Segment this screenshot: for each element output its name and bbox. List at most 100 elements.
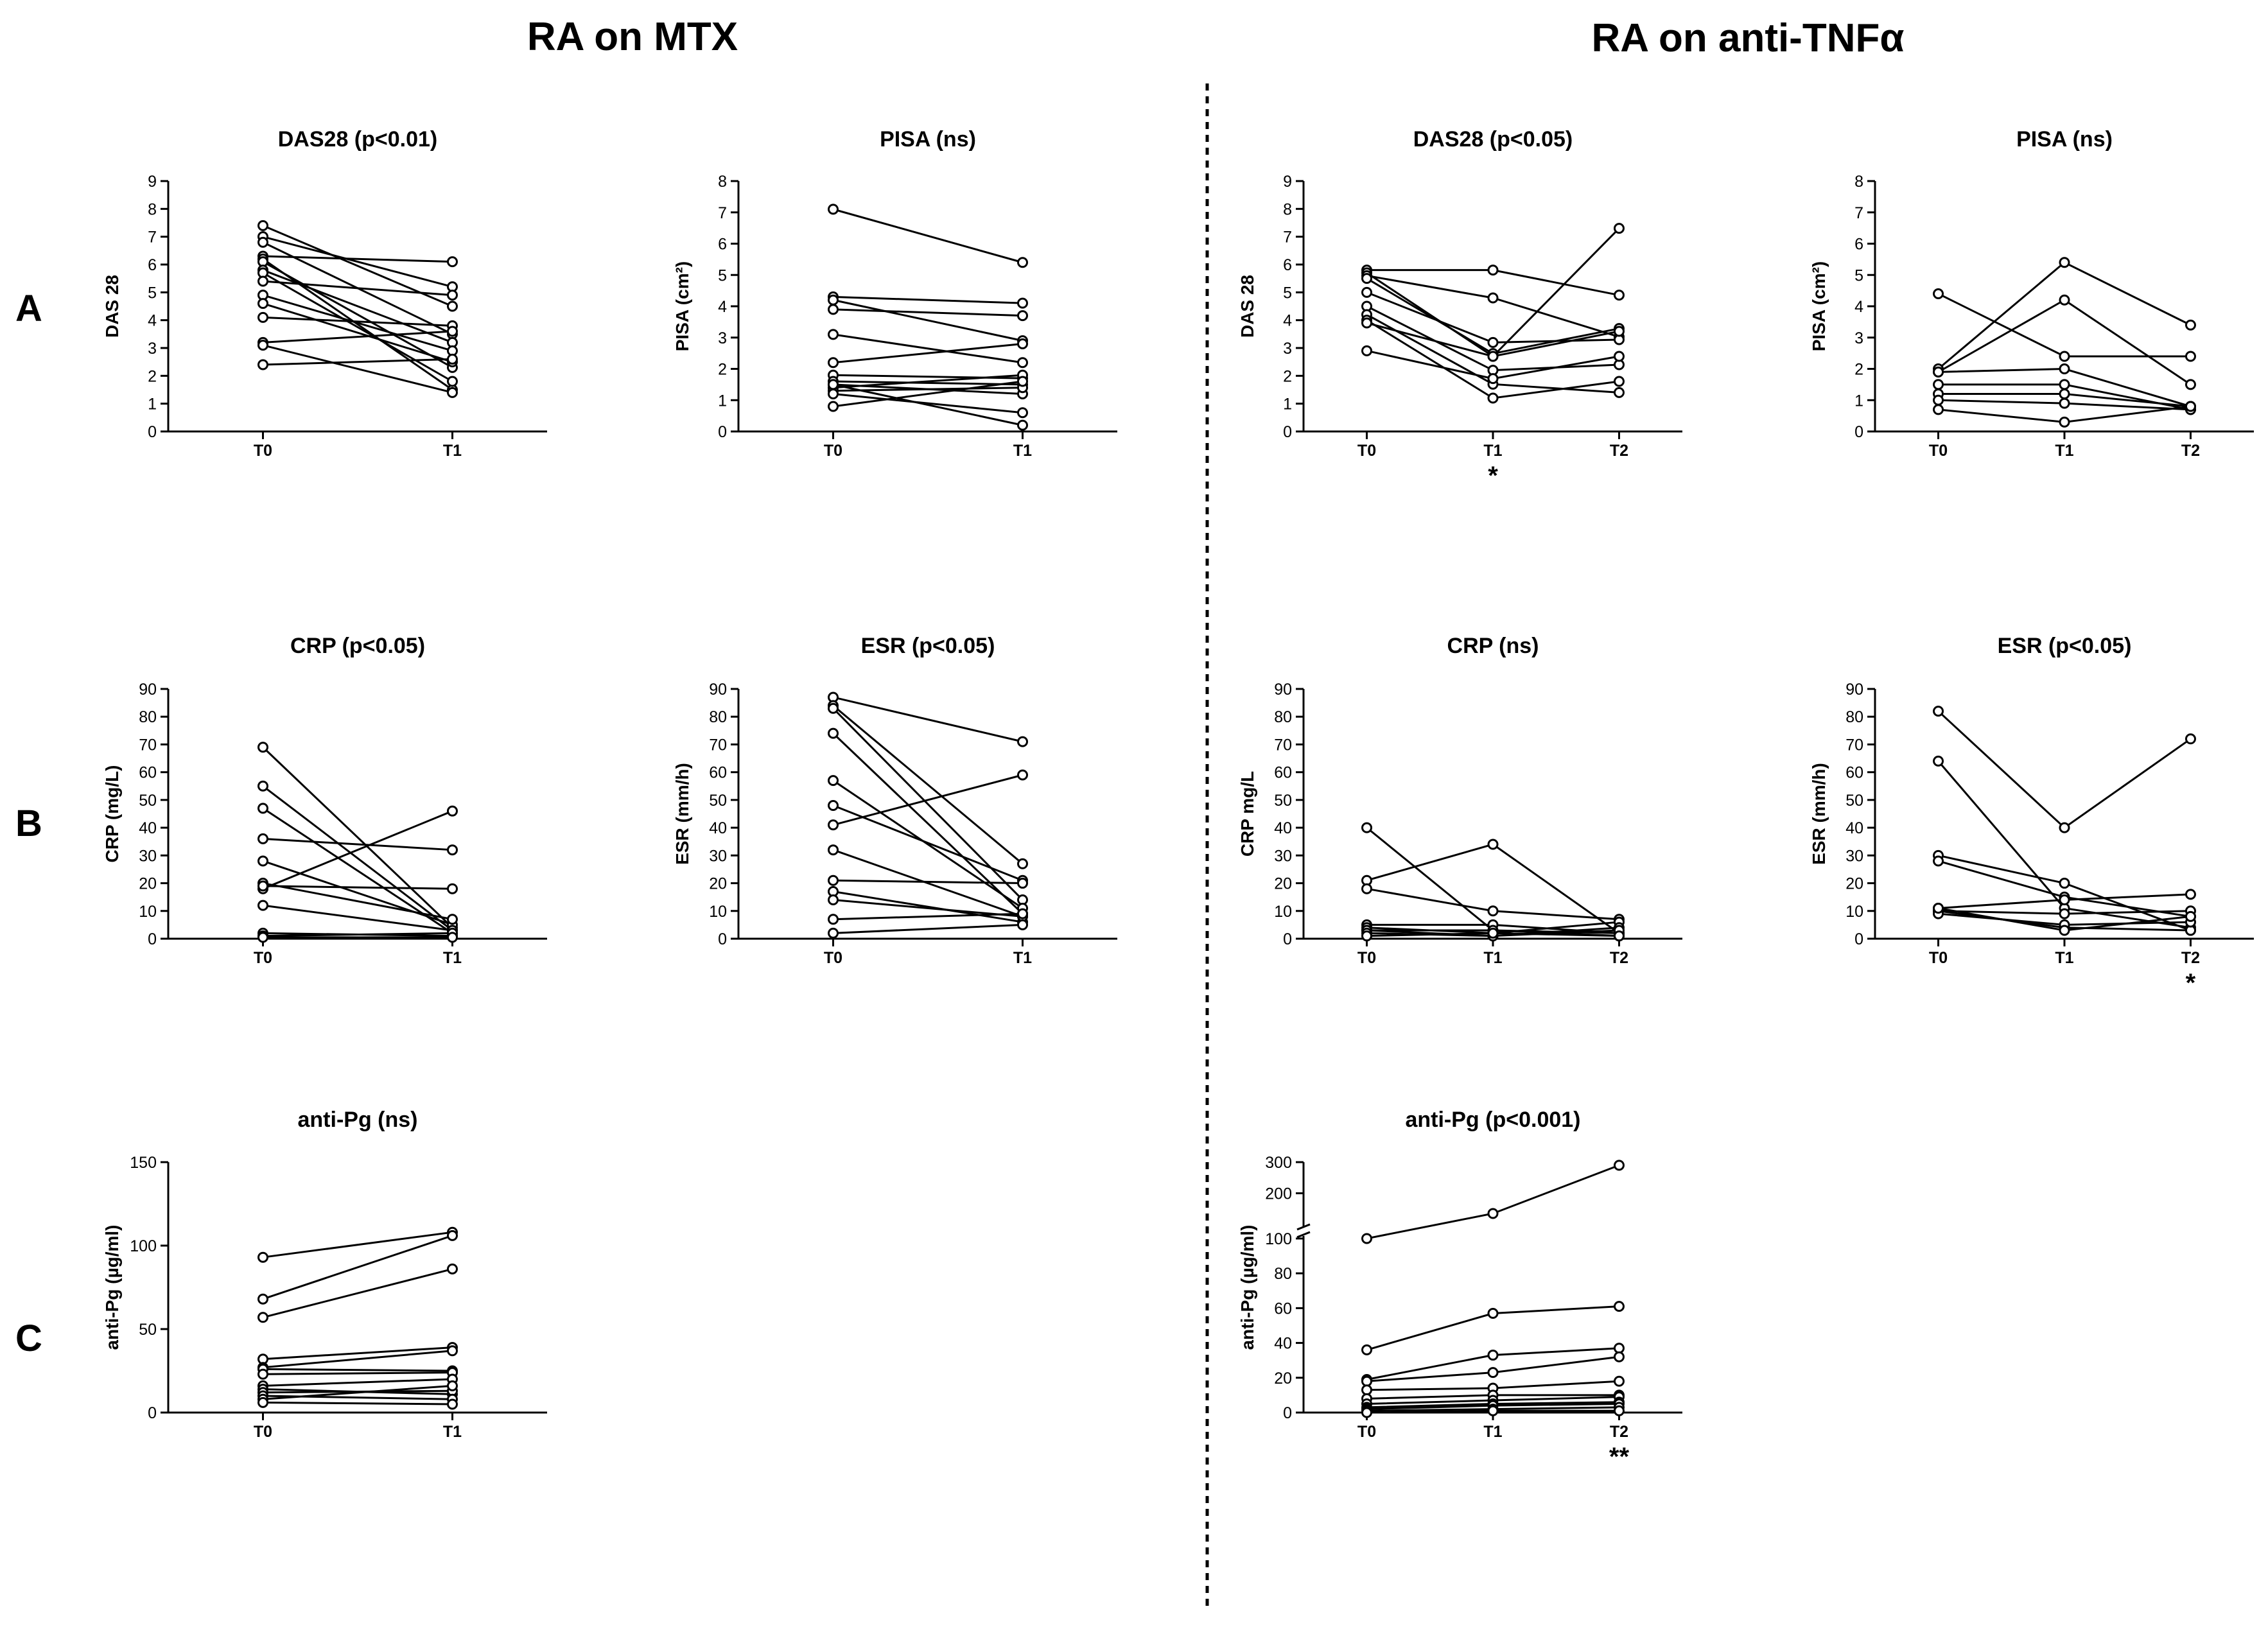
y-tick-label: 50 bbox=[1274, 792, 1292, 810]
data-point bbox=[828, 702, 839, 714]
data-point bbox=[2059, 908, 2070, 919]
y-tick-label: 0 bbox=[718, 423, 727, 441]
y-tick-label: 10 bbox=[709, 903, 727, 921]
y-tick-label: 3 bbox=[148, 340, 157, 358]
data-point bbox=[257, 833, 268, 844]
y-tick-label: 4 bbox=[148, 312, 157, 330]
series-line bbox=[833, 380, 1023, 408]
data-point bbox=[447, 300, 458, 312]
data-point bbox=[1361, 1384, 1373, 1396]
x-tick-label: T1 bbox=[1483, 1423, 1502, 1441]
series-line bbox=[263, 1371, 453, 1375]
y-tick-label: 3 bbox=[1854, 329, 1863, 347]
series-line bbox=[833, 295, 1023, 304]
series-line bbox=[832, 733, 1024, 915]
y-tick-label: 90 bbox=[139, 681, 157, 699]
y-tick-label: 70 bbox=[139, 736, 157, 754]
data-point bbox=[1017, 338, 1028, 349]
data-point bbox=[257, 311, 268, 323]
data-point bbox=[2059, 397, 2070, 409]
data-point bbox=[447, 932, 458, 943]
y-tick-label: 50 bbox=[709, 792, 727, 810]
series-line bbox=[832, 708, 1024, 901]
y-tick-label: 60 bbox=[1274, 764, 1292, 782]
series-line bbox=[263, 1378, 453, 1387]
chart-title: anti-Pg (p<0.001) bbox=[1405, 1108, 1580, 1132]
y-tick-label: 100 bbox=[1265, 1230, 1292, 1248]
data-point bbox=[257, 275, 268, 287]
y-tick-label: 20 bbox=[1274, 875, 1292, 893]
data-point bbox=[828, 844, 839, 856]
y-tick-label: 4 bbox=[1854, 298, 1863, 316]
data-point bbox=[828, 819, 839, 831]
series-line bbox=[833, 299, 1023, 342]
chart-title: anti-Pg (ns) bbox=[298, 1108, 418, 1132]
series-line bbox=[263, 255, 453, 263]
data-point bbox=[257, 855, 268, 867]
data-point bbox=[2059, 379, 2070, 390]
data-point bbox=[257, 900, 268, 911]
data-point bbox=[1361, 822, 1373, 833]
series-line bbox=[833, 393, 1023, 414]
data-point bbox=[1361, 345, 1373, 356]
series-line bbox=[263, 837, 453, 851]
y-tick-label: 0 bbox=[1283, 930, 1292, 948]
series-line bbox=[262, 224, 453, 308]
y-tick-label: 100 bbox=[130, 1237, 157, 1255]
chart-mtx-crp: 0 10 20 30 40 50 60 70 80 90 T0 T1 CRP (p<0.05) CRP (… bbox=[102, 634, 547, 967]
y-tick-label: 30 bbox=[1845, 847, 1863, 865]
y-tick-label: 10 bbox=[1274, 903, 1292, 921]
x-tick-label: T0 bbox=[1929, 949, 1948, 967]
significance-marker: * bbox=[1488, 462, 1498, 490]
chart-tnf-das28: 0 1 2 3 4 5 6 7 8 9 T0 T1 * T2 DAS28 (p<0.05) DAS 28 bbox=[1237, 127, 1682, 490]
data-point bbox=[257, 359, 268, 370]
chart-mtx-esr: 0 10 20 30 40 50 60 70 80 90 T0 T1 ESR (p<0.05) ESR (… bbox=[672, 634, 1117, 967]
y-tick-label: 40 bbox=[139, 819, 157, 837]
y-tick-label: 1 bbox=[1854, 392, 1863, 410]
y-axis-label: ESR (mm/h) bbox=[1809, 763, 1829, 865]
data-point bbox=[2059, 894, 2070, 905]
series-line bbox=[1366, 274, 1619, 338]
series-line bbox=[833, 912, 1023, 921]
data-point bbox=[447, 1380, 458, 1391]
y-tick-label: 40 bbox=[1845, 819, 1863, 837]
y-tick-label: 1 bbox=[1283, 396, 1292, 413]
y-tick-label: 8 bbox=[1283, 200, 1292, 218]
data-point bbox=[828, 401, 839, 412]
data-point bbox=[2059, 257, 2070, 268]
series-line bbox=[832, 805, 1024, 882]
series-line bbox=[833, 374, 1023, 389]
x-tick-label: T0 bbox=[824, 949, 842, 967]
data-point bbox=[447, 376, 458, 387]
data-point bbox=[1613, 930, 1625, 942]
data-point bbox=[2185, 351, 2196, 362]
series-line bbox=[263, 1368, 453, 1372]
data-point bbox=[828, 775, 839, 787]
y-tick-label: 2 bbox=[1283, 367, 1292, 385]
series-line bbox=[833, 923, 1023, 934]
series-line bbox=[263, 904, 453, 932]
y-tick-label: 60 bbox=[1274, 1300, 1292, 1318]
data-point bbox=[257, 1312, 268, 1323]
series-line bbox=[833, 879, 1023, 885]
data-point bbox=[1487, 1308, 1499, 1319]
chart-tnf-pisa: 0 1 2 3 4 5 6 7 8 T0 T1 T2 PISA (ns) PISA (cm²) bbox=[1809, 127, 2254, 460]
y-tick-label: 7 bbox=[1854, 204, 1863, 222]
y-tick-label: 2 bbox=[148, 367, 157, 385]
data-point bbox=[257, 932, 268, 943]
data-point bbox=[1613, 1351, 1625, 1362]
data-point bbox=[1933, 394, 1944, 406]
y-tick-label: 4 bbox=[1283, 312, 1292, 330]
y-tick-label: 80 bbox=[1274, 708, 1292, 726]
y-tick-label: 6 bbox=[148, 256, 157, 274]
data-point bbox=[1361, 930, 1373, 942]
series-line bbox=[833, 849, 1023, 918]
data-point bbox=[1487, 292, 1499, 304]
series-line bbox=[833, 333, 1023, 364]
y-tick-label: 30 bbox=[1274, 847, 1292, 865]
row-label-b: B bbox=[15, 803, 42, 844]
series-line bbox=[833, 308, 1023, 317]
y-tick-label: 5 bbox=[1283, 284, 1292, 302]
series-line bbox=[263, 1231, 453, 1258]
